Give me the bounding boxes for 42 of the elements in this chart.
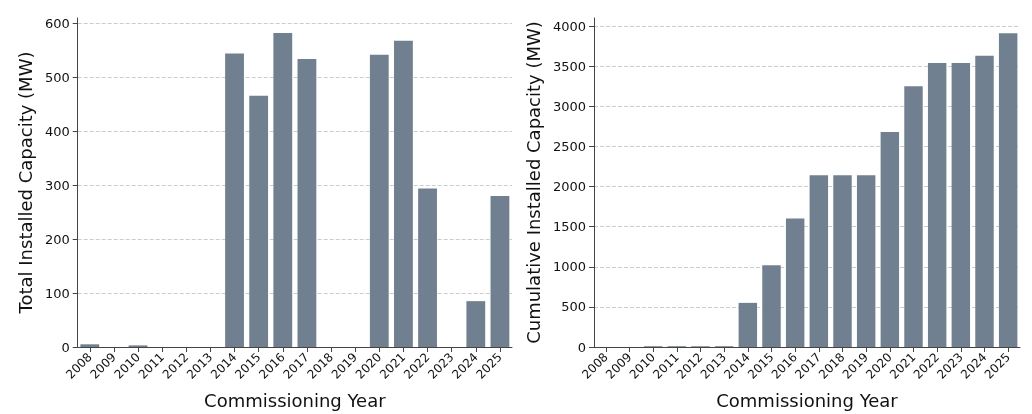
bar [297, 58, 317, 347]
bar [833, 175, 852, 347]
bar [490, 195, 510, 347]
bar [904, 86, 923, 347]
y-tick-label: 4000 [552, 18, 586, 34]
y-axis-title: Cumulative Installed Capacity (MW) [522, 21, 544, 344]
y-tick-label: 100 [44, 285, 70, 301]
bar [809, 175, 829, 347]
y-tick-label: 500 [44, 69, 70, 85]
y-tick-label: 1000 [552, 259, 586, 275]
y-tick-label: 1500 [552, 219, 586, 235]
bar [418, 188, 437, 347]
y-tick-label: 400 [44, 123, 70, 139]
bar [80, 344, 100, 347]
bar [998, 33, 1018, 347]
bar [738, 302, 758, 347]
y-axis-title: Total Installed Capacity (MW) [14, 51, 36, 315]
y-tick-label: 2000 [552, 179, 586, 195]
y-tick-label: 200 [44, 231, 70, 247]
bar [975, 55, 994, 347]
y-tick-label: 600 [44, 15, 70, 31]
bar [466, 301, 486, 347]
y-tick-label: 2500 [552, 138, 586, 154]
y-tick-label: 3500 [552, 58, 586, 74]
bar [785, 218, 805, 347]
bar [273, 33, 293, 347]
y-tick-label: 3000 [552, 98, 586, 114]
y-tick-label: 300 [44, 177, 70, 193]
y-tick-label: 0 [577, 339, 586, 355]
bar [369, 54, 389, 347]
bar [249, 95, 269, 347]
x-axis-title: Commissioning Year [716, 389, 899, 411]
x-axis-title: Commissioning Year [204, 389, 387, 411]
bar [762, 265, 781, 347]
bar [927, 62, 947, 347]
bar [880, 131, 900, 347]
y-tick-label: 500 [561, 299, 586, 315]
bar [394, 40, 413, 347]
bar [951, 62, 971, 347]
y-tick-label: 0 [61, 339, 70, 355]
bar [856, 175, 876, 347]
bar [225, 53, 244, 347]
